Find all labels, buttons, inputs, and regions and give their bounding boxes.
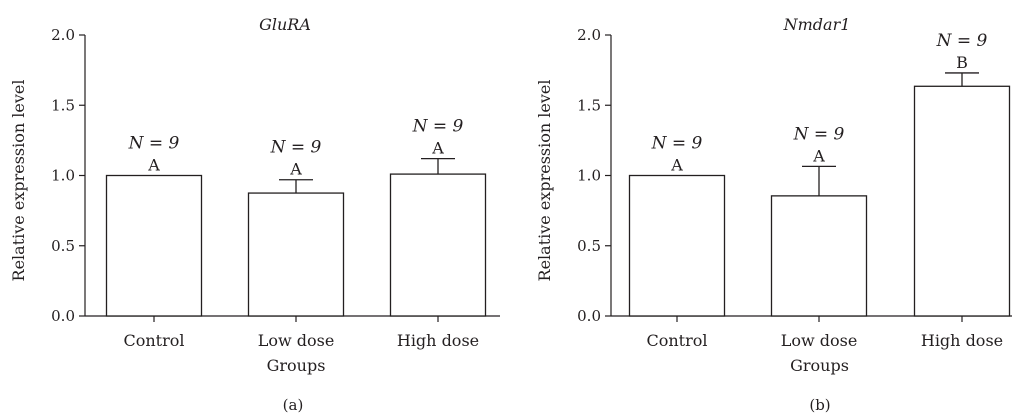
- panel-label: (a): [283, 396, 304, 414]
- x-category-label: Control: [123, 331, 184, 350]
- sample-size-label: N = 9: [936, 31, 988, 51]
- y-tick-label: 1.5: [51, 96, 75, 114]
- x-category-label: High dose: [921, 331, 1003, 350]
- significance-letter: B: [956, 53, 968, 72]
- significance-letter: A: [147, 156, 160, 175]
- panel-label: (b): [809, 396, 830, 414]
- bar: [628, 174, 726, 317]
- y-axis-title: Relative expression level: [535, 80, 554, 282]
- bar: [247, 192, 345, 317]
- bar: [770, 195, 868, 317]
- bar: [105, 174, 203, 317]
- significance-letter: A: [670, 156, 683, 175]
- x-category-label: High dose: [397, 331, 479, 350]
- x-category-label: Low dose: [781, 331, 858, 350]
- x-axis-title: Groups: [790, 356, 849, 375]
- sample-size-label: N = 9: [412, 117, 464, 137]
- significance-letter: A: [431, 139, 444, 158]
- sample-size-label: N = 9: [651, 134, 703, 154]
- sample-size-label: N = 9: [793, 124, 845, 144]
- y-tick-label: 1.5: [577, 96, 601, 114]
- panel-b: 0.0 0.5 1.0 1.5 2.0 Control A N = 9 Low dose A N =…: [535, 15, 1012, 414]
- sample-size-label: N = 9: [128, 134, 180, 154]
- significance-letter: A: [812, 146, 825, 165]
- y-tick-label: 1.0: [51, 167, 75, 185]
- bar: [913, 85, 1011, 317]
- x-category-label: Control: [646, 331, 707, 350]
- panel-a: 0.0 0.5 1.0 1.5 2.0 Control A N = 9 Low dose A N =…: [9, 15, 500, 414]
- bar: [389, 173, 487, 317]
- chart-title: Nmdar1: [783, 15, 851, 34]
- significance-letter: A: [289, 160, 302, 179]
- y-tick-label: 1.0: [577, 167, 601, 185]
- x-category-label: Low dose: [258, 331, 335, 350]
- y-tick-label: 2.0: [577, 26, 601, 44]
- y-tick-label: 0.5: [51, 237, 75, 255]
- x-axis-title: Groups: [267, 356, 326, 375]
- y-axis-title: Relative expression level: [9, 80, 28, 282]
- y-tick-label: 0.0: [51, 307, 75, 325]
- y-tick-label: 0.0: [577, 307, 601, 325]
- sample-size-label: N = 9: [270, 138, 322, 158]
- y-tick-label: 0.5: [577, 237, 601, 255]
- chart-title: GluRA: [259, 15, 311, 34]
- y-tick-label: 2.0: [51, 26, 75, 44]
